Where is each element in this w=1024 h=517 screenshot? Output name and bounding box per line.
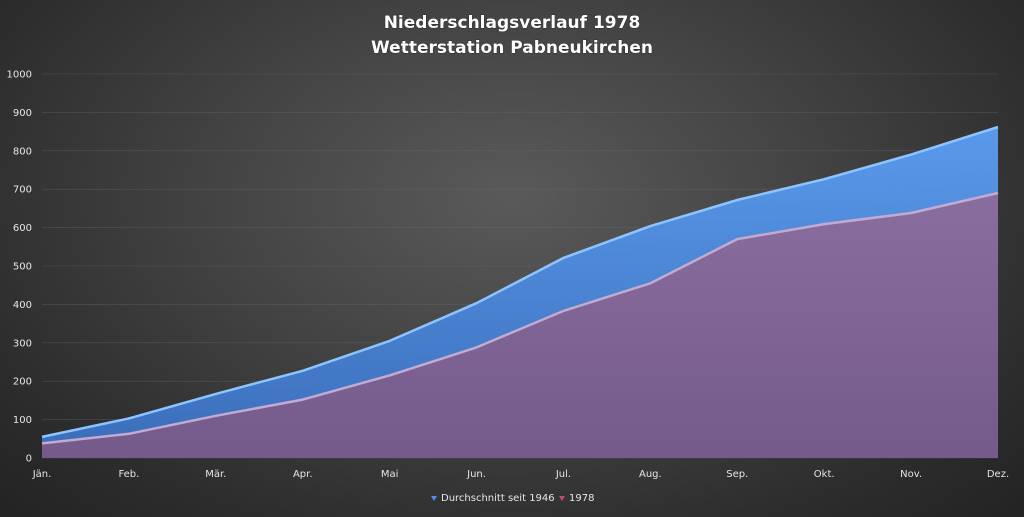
y-tick-label: 700: [13, 185, 32, 196]
legend-label: Durchschnitt seit 1946: [441, 493, 555, 504]
y-tick-label: 200: [13, 377, 32, 388]
area-series-2: [42, 193, 998, 458]
x-tick-label: Mär.: [205, 469, 226, 480]
x-tick-label: Okt.: [814, 469, 835, 480]
legend: Durchschnitt seit 1946 1978: [431, 493, 594, 504]
x-tick-label: Jun.: [466, 469, 486, 480]
legend-label: 1978: [569, 493, 594, 504]
y-tick-label: 400: [13, 300, 32, 311]
legend-marker: [559, 496, 565, 501]
y-tick-label: 0: [26, 454, 32, 465]
y-tick-label: 1000: [7, 70, 32, 81]
x-tick-label: Jul.: [555, 469, 571, 480]
x-tick-label: Dez.: [987, 469, 1009, 480]
x-tick-label: Nov.: [900, 469, 922, 480]
area-edge-series-2: [41, 191, 999, 445]
y-tick-label: 300: [13, 338, 32, 349]
x-tick-label: Mai: [381, 469, 399, 480]
x-axis-ticks: Jän. Feb. Mär. Apr. Mai Jun. Jul. Aug. Sep. Okt. N…: [32, 469, 1009, 480]
y-tick-label: 500: [13, 262, 32, 273]
x-tick-label: Apr.: [293, 469, 313, 480]
plot-areas: [41, 125, 999, 458]
y-axis-ticks: 0 100 200 300 400 500 600 700 800 900 1000: [7, 70, 32, 465]
x-tick-label: Aug.: [639, 469, 662, 480]
y-tick-label: 100: [13, 415, 32, 426]
x-tick-label: Sep.: [726, 469, 748, 480]
area-edge-series-1: [41, 125, 999, 439]
legend-marker: [431, 496, 437, 501]
y-tick-label: 800: [13, 146, 32, 157]
y-tick-label: 900: [13, 108, 32, 119]
chart-title: Niederschlagsverlauf 1978: [384, 13, 641, 33]
chart-subtitle: Wetterstation Pabneukirchen: [371, 38, 653, 58]
y-tick-label: 600: [13, 223, 32, 234]
x-tick-label: Jän.: [32, 469, 52, 480]
x-tick-label: Feb.: [118, 469, 139, 480]
